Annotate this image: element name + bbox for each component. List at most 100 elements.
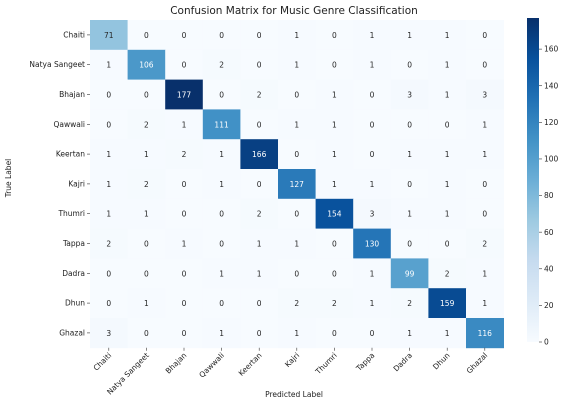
heatmap-cell <box>165 79 204 110</box>
cell-value-label: 0 <box>257 120 262 129</box>
cell-value-label: 1 <box>407 210 412 219</box>
cell-value-label: 0 <box>144 269 149 278</box>
cell-value-label: 1 <box>332 91 337 100</box>
cell-value-label: 1 <box>106 150 111 159</box>
heatmap-cell <box>466 109 504 140</box>
heatmap-cell <box>202 169 241 200</box>
heatmap-cell <box>165 288 204 319</box>
cell-value-label: 1 <box>370 31 375 40</box>
cell-value-label: 0 <box>182 299 187 308</box>
cell-value-label: 0 <box>182 180 187 189</box>
heatmap-cell <box>202 109 241 140</box>
cell-value-label: 1 <box>219 329 224 338</box>
cell-value-label: 0 <box>144 240 149 249</box>
heatmap-cell <box>127 258 166 289</box>
cell-value-label: 2 <box>257 210 262 219</box>
cell-value-label: 0 <box>257 180 262 189</box>
cell-value-label: 0 <box>144 91 149 100</box>
cell-value-label: 0 <box>182 210 187 219</box>
cell-value-label: 1 <box>445 150 450 159</box>
cell-value-label: 127 <box>290 180 305 189</box>
cell-value-label: 0 <box>257 61 262 70</box>
cell-value-label: 1 <box>144 299 149 308</box>
cell-value-label: 1 <box>257 240 262 249</box>
colorbar-tick-label: 20 <box>544 301 554 310</box>
heatmap-cell <box>240 288 279 319</box>
heatmap-cell <box>353 79 392 110</box>
heatmap-cell <box>90 288 128 319</box>
heatmap-cell <box>390 318 429 349</box>
heatmap-cell <box>240 49 279 80</box>
heatmap-cell <box>202 79 241 110</box>
cell-value-label: 0 <box>219 31 224 40</box>
cell-value-label: 71 <box>104 31 114 40</box>
heatmap-cell <box>315 169 354 200</box>
cell-value-label: 0 <box>332 329 337 338</box>
x-tick-label: Dhun <box>431 351 452 372</box>
heatmap-cell <box>353 49 392 80</box>
heatmap-cell <box>353 198 392 229</box>
cell-value-label: 0 <box>370 120 375 129</box>
heatmap-cell <box>202 228 241 259</box>
heatmap-cell <box>353 109 392 140</box>
heatmap-cell <box>165 198 204 229</box>
cell-value-label: 0 <box>407 61 412 70</box>
heatmap-cell <box>353 169 392 200</box>
cell-value-label: 1 <box>482 299 487 308</box>
cell-value-label: 3 <box>482 91 487 100</box>
colorbar-tick-label: 60 <box>544 228 554 237</box>
cell-value-label: 1 <box>219 150 224 159</box>
cell-value-label: 2 <box>482 240 487 249</box>
heatmap-cell <box>353 139 392 170</box>
heatmap-cell <box>127 318 166 349</box>
cell-value-label: 0 <box>106 299 111 308</box>
cell-value-label: 0 <box>257 329 262 338</box>
heatmap-cell <box>390 288 429 319</box>
cell-value-label: 2 <box>144 120 149 129</box>
y-tick-label: Chaiti <box>63 30 85 39</box>
cell-value-label: 99 <box>405 269 415 278</box>
colorbar-ticks: 0 20 40 60 80 100 120 140 160 <box>539 45 559 347</box>
cell-value-label: 2 <box>182 150 187 159</box>
cell-value-label: 1 <box>219 269 224 278</box>
heatmap-cell <box>90 258 128 289</box>
y-tick-label: Qawwali <box>53 120 85 129</box>
cell-value-label: 1 <box>144 150 149 159</box>
cell-value-label: 0 <box>332 61 337 70</box>
y-tick-label: Bhajan <box>59 90 85 99</box>
heatmap-cell <box>390 198 429 229</box>
cell-value-label: 1 <box>294 61 299 70</box>
cell-value-label: 1 <box>407 150 412 159</box>
cell-value-label: 0 <box>144 329 149 338</box>
cell-value-label: 1 <box>370 269 375 278</box>
cell-value-label: 1 <box>294 240 299 249</box>
heatmap-cell <box>165 20 204 51</box>
heatmap-cell <box>90 49 128 80</box>
x-tick-label: Tappa <box>354 351 377 374</box>
heatmap-cell <box>278 169 316 200</box>
heatmap-cell <box>428 198 467 229</box>
heatmap-cell <box>466 169 504 200</box>
cell-value-label: 0 <box>219 91 224 100</box>
heatmap-cell <box>466 198 504 229</box>
cell-value-label: 1 <box>294 31 299 40</box>
heatmap-cell <box>315 288 354 319</box>
cell-value-label: 1 <box>370 61 375 70</box>
cell-value-label: 1 <box>445 210 450 219</box>
heatmap-cell <box>428 139 467 170</box>
x-tick-label: Dadra <box>392 351 414 373</box>
x-axis-label: Predicted Label <box>265 390 323 399</box>
heatmap-cell <box>428 228 467 259</box>
heatmap-cell <box>466 20 504 51</box>
heatmap-cell <box>278 198 316 229</box>
chart-title: Confusion Matrix for Music Genre Classif… <box>170 5 418 17</box>
cell-value-label: 2 <box>257 91 262 100</box>
heatmap-cell <box>90 20 128 51</box>
cell-value-label: 0 <box>445 240 450 249</box>
cell-value-label: 1 <box>370 180 375 189</box>
cell-value-label: 154 <box>327 210 342 219</box>
heatmap-cell <box>240 109 279 140</box>
heatmap-cell <box>127 228 166 259</box>
heatmap-cell <box>202 198 241 229</box>
